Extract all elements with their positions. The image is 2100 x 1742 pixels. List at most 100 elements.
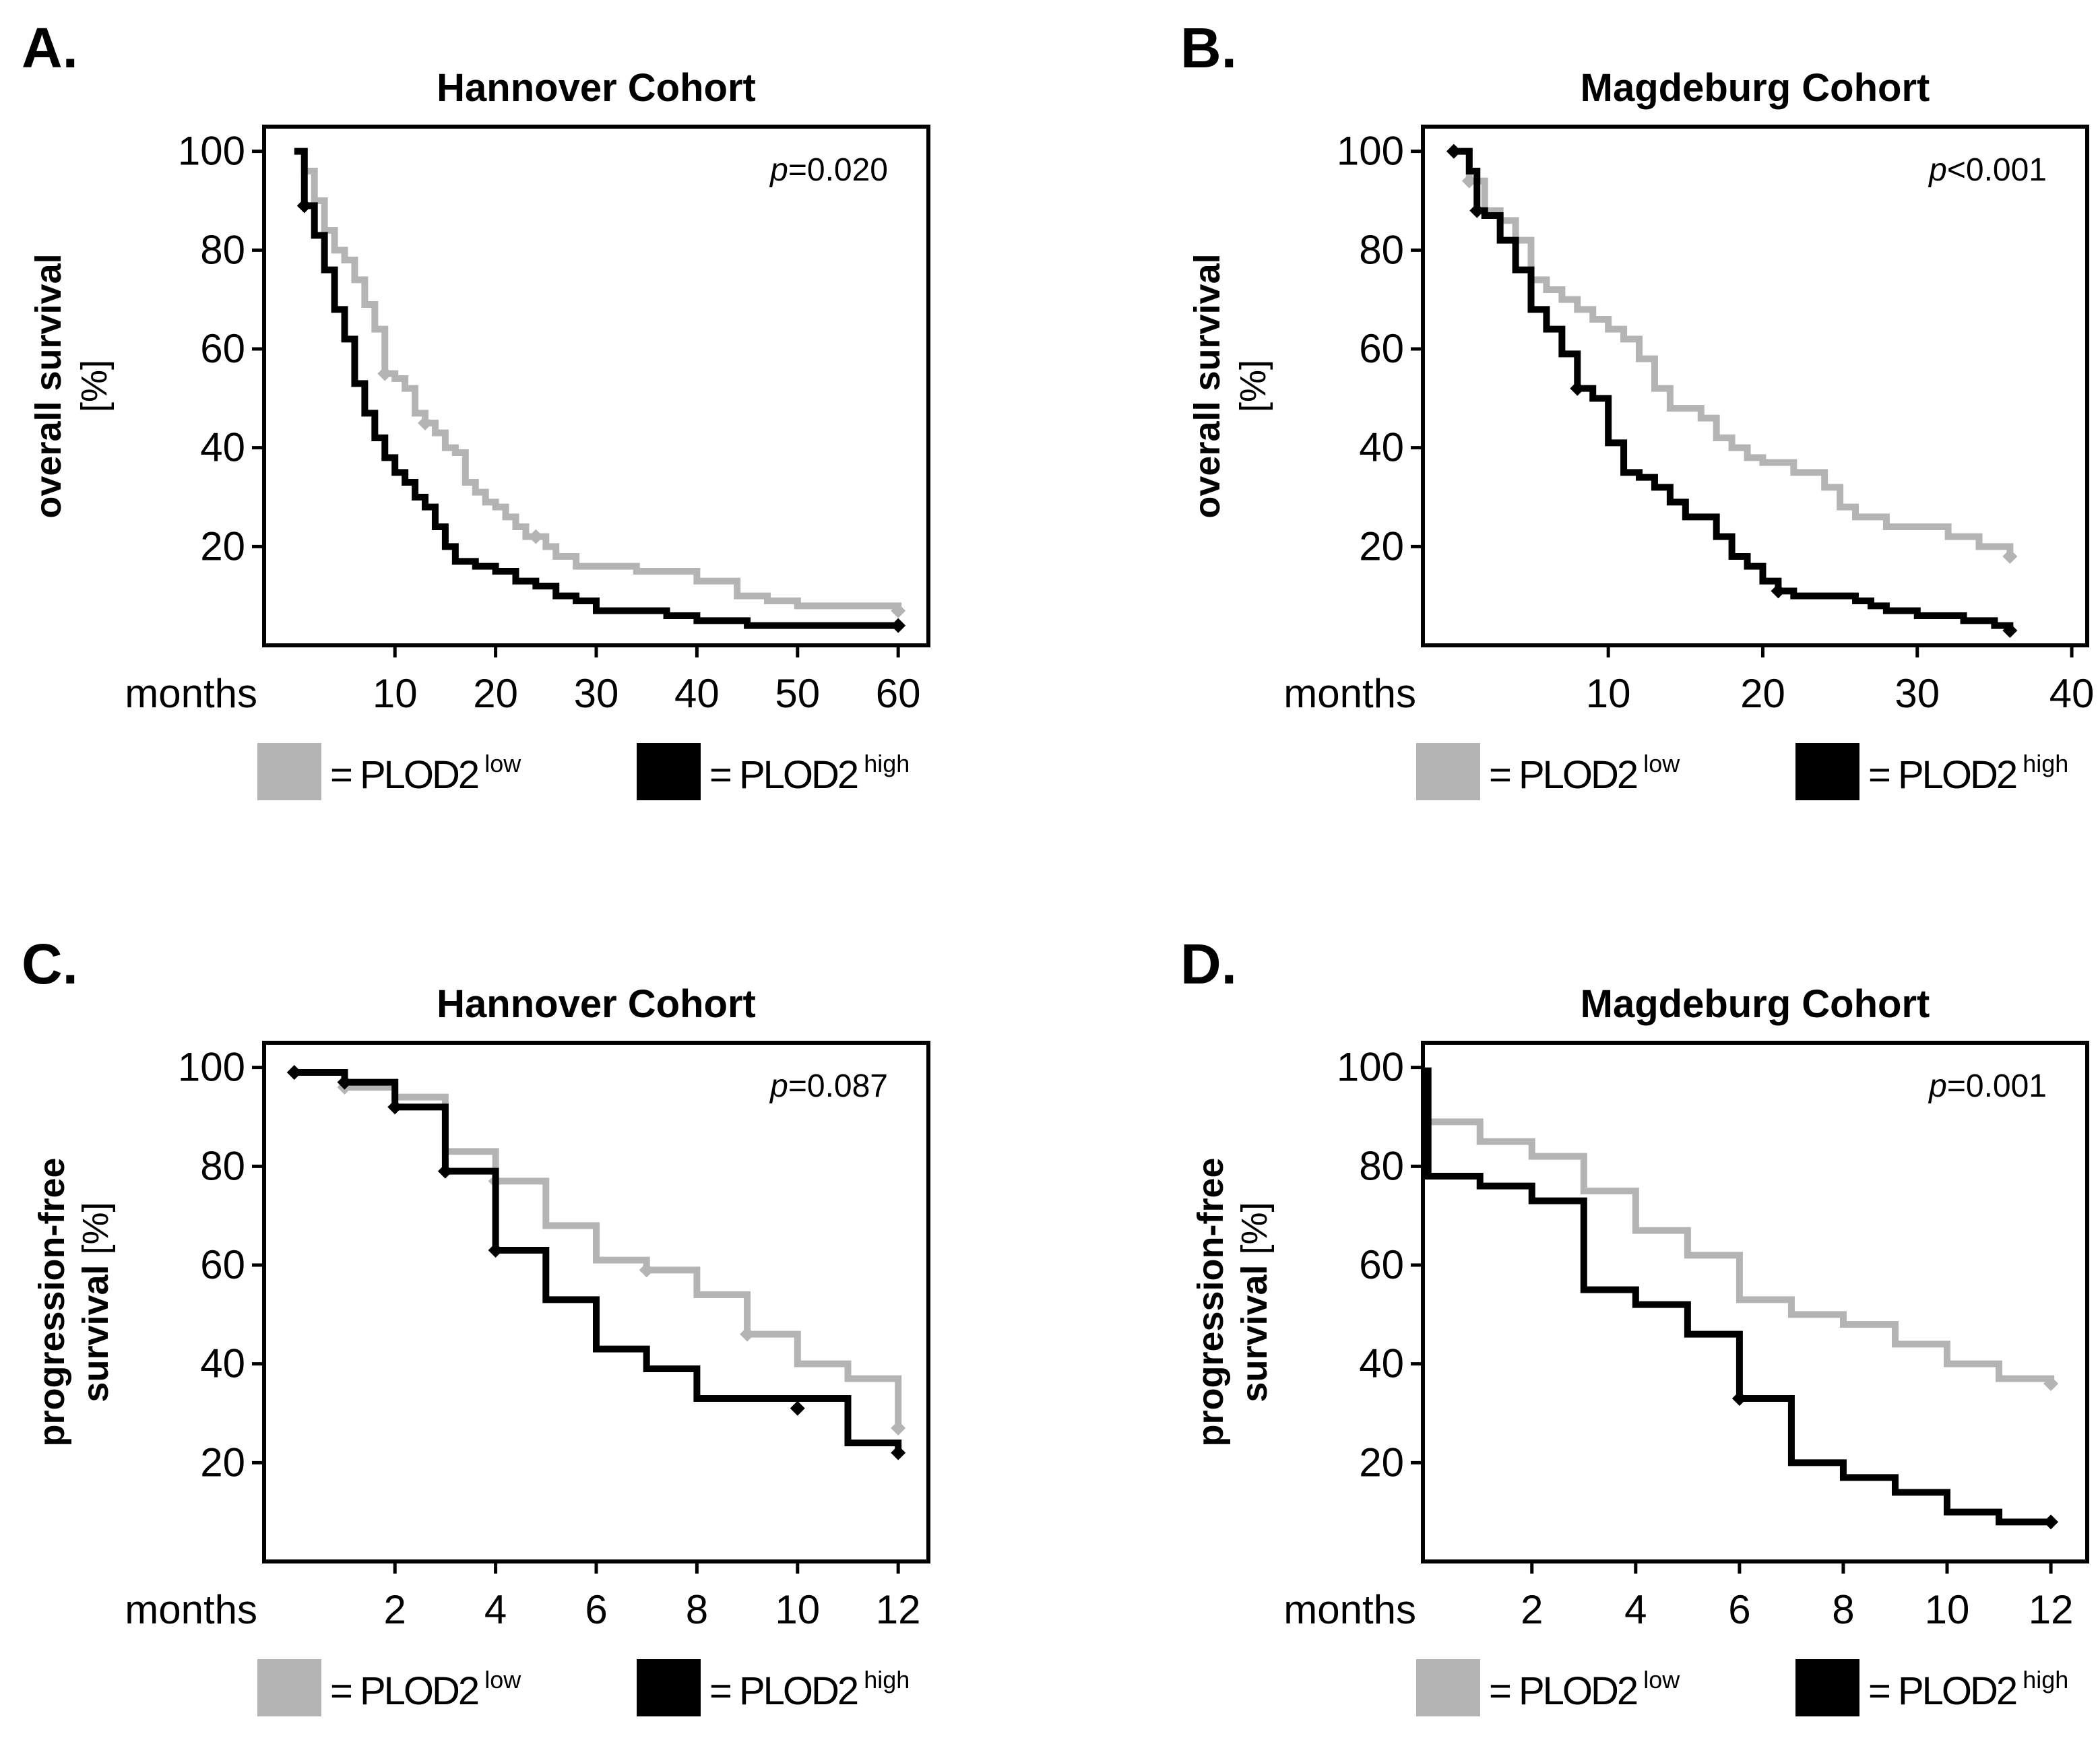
x-tick-label: 2 xyxy=(1521,1587,1543,1632)
chart-panel-2: B. Magdeburg Cohort overall survival [%] 20 4… xyxy=(1180,16,2094,800)
panel-letter: C. xyxy=(22,932,78,996)
p-value: p=0.001 xyxy=(1928,1068,2047,1104)
legend-swatch-high xyxy=(1795,743,1859,800)
legend-swatch-low xyxy=(257,743,321,800)
plot-frame xyxy=(1421,1041,2089,1563)
legend-label-low: = PLOD2 low xyxy=(330,750,521,797)
y-axis-label-line1: overall survival xyxy=(1187,253,1228,518)
p-value: p=0.087 xyxy=(769,1068,888,1104)
x-tick-label: 40 xyxy=(674,671,720,716)
censor-mark-low xyxy=(639,1262,654,1278)
x-tick-label: 30 xyxy=(574,671,619,716)
y-tick-label: 80 xyxy=(200,227,245,272)
censor-mark-high xyxy=(337,1074,352,1090)
legend-label-low: = PLOD2 low xyxy=(1489,1666,1680,1713)
x-tick-label: 8 xyxy=(1832,1587,1854,1632)
x-tick-label: 50 xyxy=(775,671,820,716)
chart-panel-1: A. Hannover Cohort overall survival [%] 20 40… xyxy=(22,16,930,800)
chart-title: Hannover Cohort xyxy=(437,982,756,1026)
legend-swatch-high xyxy=(1795,1659,1859,1716)
y-axis-label-line1: progression-free xyxy=(1190,1157,1231,1446)
x-tick-label: 20 xyxy=(473,671,518,716)
censor-mark-high xyxy=(891,618,906,633)
x-tick-label: 10 xyxy=(373,671,418,716)
series-line-low xyxy=(294,1069,902,1428)
x-tick-label: 30 xyxy=(1895,671,1940,716)
censor-mark-high xyxy=(437,1163,453,1179)
x-tick-label: 4 xyxy=(484,1587,507,1632)
plot-frame xyxy=(262,125,930,647)
series-line-high xyxy=(294,1069,902,1453)
chart-title: Magdeburg Cohort xyxy=(1581,982,1930,1026)
censor-mark-high xyxy=(488,1243,503,1258)
x-tick-label: 20 xyxy=(1740,671,1785,716)
censor-mark-high xyxy=(296,198,312,214)
plot-frame xyxy=(1421,125,2089,647)
y-tick-label: 60 xyxy=(1359,1242,1404,1287)
y-tick-label: 20 xyxy=(1359,1440,1404,1485)
legend-swatch-high xyxy=(637,1659,701,1716)
y-axis-label-line1: overall survival xyxy=(28,253,69,518)
p-value: p=0.020 xyxy=(769,152,888,188)
y-tick-label: 60 xyxy=(200,326,245,371)
y-tick-label: 80 xyxy=(200,1143,245,1188)
censor-mark-high xyxy=(1771,583,1786,599)
censor-mark-low xyxy=(2043,1376,2059,1391)
y-tick-label: 100 xyxy=(178,1045,245,1090)
y-axis-label-line2: survival [%] xyxy=(1234,1202,1275,1402)
censor-mark-high xyxy=(1731,1391,1747,1406)
x-tick-label: 12 xyxy=(2029,1587,2074,1632)
x-axis-label: months xyxy=(1283,1587,1416,1632)
censor-mark-low xyxy=(528,529,544,544)
series-line-low xyxy=(1453,148,2014,556)
censor-mark-high xyxy=(387,1099,403,1115)
censor-mark-low xyxy=(891,1421,906,1435)
x-tick-label: 6 xyxy=(585,1587,607,1632)
legend-swatch-low xyxy=(1416,743,1480,800)
censor-mark-high xyxy=(2002,623,2018,638)
y-tick-label: 40 xyxy=(200,425,245,470)
x-axis-label: months xyxy=(125,671,257,716)
x-tick-label: 10 xyxy=(775,1587,820,1632)
x-tick-label: 40 xyxy=(2049,671,2095,716)
y-axis-label-line2: survival [%] xyxy=(75,1202,116,1402)
y-tick-label: 100 xyxy=(178,129,245,174)
legend-swatch-high xyxy=(637,743,701,800)
y-tick-label: 100 xyxy=(1337,129,1404,174)
y-tick-label: 20 xyxy=(200,523,245,569)
series-line-high xyxy=(1453,148,2014,631)
panel-letter: B. xyxy=(1180,16,1237,79)
x-tick-label: 60 xyxy=(876,671,921,716)
x-tick-label: 4 xyxy=(1624,1587,1647,1632)
censor-mark-high xyxy=(1570,381,1585,396)
legend-label-high: = PLOD2 high xyxy=(1868,1666,2068,1713)
legend-label-low: = PLOD2 low xyxy=(330,1666,521,1713)
censor-mark-low xyxy=(377,366,393,381)
panel-letter: A. xyxy=(22,16,78,79)
y-axis-label-line2: [%] xyxy=(1233,360,1273,412)
censor-mark-low xyxy=(1461,173,1477,189)
p-value: p<0.001 xyxy=(1928,152,2047,188)
censor-mark-high xyxy=(286,1065,302,1080)
legend-label-high: = PLOD2 high xyxy=(1868,750,2068,797)
legend-label-high: = PLOD2 high xyxy=(709,1666,910,1713)
y-tick-label: 80 xyxy=(1359,227,1404,272)
legend-label-low: = PLOD2 low xyxy=(1489,750,1680,797)
legend-label-high: = PLOD2 high xyxy=(709,750,910,797)
y-axis-label-line1: progression-free xyxy=(32,1157,72,1446)
y-tick-label: 20 xyxy=(1359,523,1404,569)
y-tick-label: 40 xyxy=(1359,425,1404,470)
y-tick-label: 40 xyxy=(200,1341,245,1386)
y-tick-label: 20 xyxy=(200,1440,245,1485)
y-tick-label: 80 xyxy=(1359,1143,1404,1188)
chart-panel-4: D. Magdeburg Cohort progression-free surviv… xyxy=(1180,932,2089,1716)
censor-mark-high xyxy=(891,1445,906,1460)
censor-mark-low xyxy=(2002,549,2018,564)
chart-title: Hannover Cohort xyxy=(437,66,756,110)
y-tick-label: 60 xyxy=(200,1242,245,1287)
series-line-high xyxy=(1424,1067,2051,1526)
legend-swatch-low xyxy=(1416,1659,1480,1716)
censor-mark-high xyxy=(2043,1514,2059,1530)
y-axis-label-line2: [%] xyxy=(74,360,115,412)
